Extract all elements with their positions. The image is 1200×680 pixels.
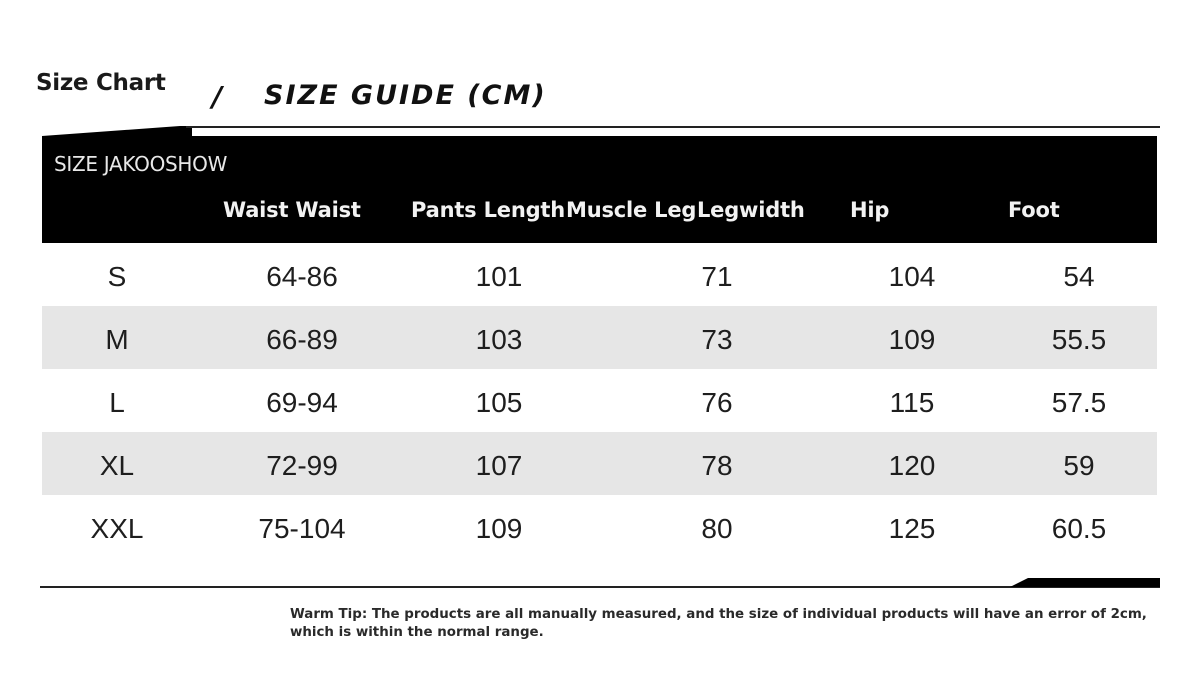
cell-foot: 59	[1063, 450, 1095, 481]
col-header-foot: Foot	[1008, 198, 1060, 222]
cell-foot: 55.5	[1051, 324, 1107, 355]
brand-label: SIZE JAKOOSHOW	[54, 152, 228, 176]
cell-hip: 120	[888, 450, 936, 481]
bottom-divider-wedge	[1010, 578, 1160, 587]
cell-pants-length: 107	[475, 450, 523, 481]
cell-size: L	[109, 387, 125, 418]
size-table-header: SIZE JAKOOSHOW Waist Waist Pants Length …	[42, 136, 1157, 243]
cell-muscle-leg: 78	[701, 450, 733, 481]
cell-muscle-leg: 76	[701, 387, 733, 418]
col-header-pants-length: Pants Length	[411, 198, 565, 222]
table-row: L 69-94 105 76 115 57.5	[42, 369, 1157, 432]
cell-muscle-leg: 71	[701, 261, 733, 292]
cell-hip: 104	[888, 261, 936, 292]
cell-waist: 69-94	[266, 387, 338, 418]
col-header-hip: Hip	[850, 198, 890, 222]
cell-pants-length: 101	[475, 261, 523, 292]
top-divider	[186, 126, 1160, 128]
cell-pants-length: 109	[475, 513, 523, 544]
table-row: XXL 75-104 109 80 125 60.5	[42, 495, 1157, 558]
top-divider-wedge	[42, 126, 192, 136]
table-row: XL 72-99 107 78 120 59	[42, 432, 1157, 495]
cell-hip: 125	[888, 513, 936, 544]
cell-foot: 60.5	[1051, 513, 1107, 544]
table-row: S 64-86 101 71 104 54	[42, 243, 1157, 306]
size-guide-title: SIZE GUIDE (CM)	[264, 80, 547, 111]
cell-waist: 64-86	[266, 261, 338, 292]
cell-foot: 57.5	[1051, 387, 1107, 418]
col-header-waist: Waist Waist	[223, 198, 361, 222]
cell-muscle-leg: 73	[701, 324, 733, 355]
cell-waist: 72-99	[266, 450, 338, 481]
cell-size: S	[107, 261, 127, 292]
cell-size: M	[105, 324, 129, 355]
cell-hip: 115	[889, 387, 935, 418]
size-chart-label: Size Chart	[36, 70, 166, 96]
warm-tip-note: Warm Tip: The products are all manually …	[290, 607, 1147, 640]
cell-size: XL	[99, 450, 135, 481]
bottom-divider	[40, 586, 1160, 588]
cell-size: XXL	[90, 513, 144, 544]
cell-foot: 54	[1063, 261, 1095, 292]
cell-hip: 109	[888, 324, 936, 355]
table-row: M 66-89 103 73 109 55.5	[42, 306, 1157, 369]
col-header-muscle-leg: Muscle Leg	[566, 198, 697, 222]
cell-pants-length: 105	[475, 387, 523, 418]
cell-waist: 66-89	[266, 324, 338, 355]
cell-waist: 75-104	[258, 513, 346, 544]
title-slash: /	[212, 80, 223, 113]
col-header-legwidth: Legwidth	[697, 198, 805, 222]
size-table-body: S 64-86 101 71 104 54 M 66-89 103 73 109 55.5 L 69-94…	[42, 243, 1157, 558]
cell-muscle-leg: 80	[701, 513, 733, 544]
cell-pants-length: 103	[475, 324, 523, 355]
